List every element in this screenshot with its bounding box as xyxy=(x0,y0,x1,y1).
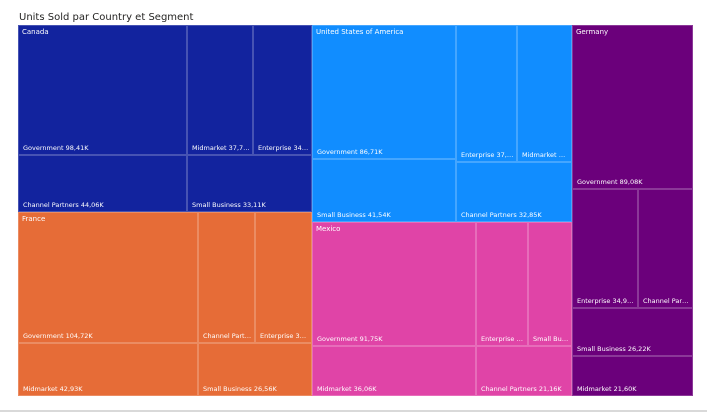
treemap-tile-canada-enterprise[interactable]: Enterprise 34,08K xyxy=(253,25,312,155)
treemap-tile-united-states-of-america-small-business[interactable]: Small Business 41,54K xyxy=(312,159,456,222)
treemap-tile-france-enterprise[interactable]: Enterprise 33,22K xyxy=(255,212,312,343)
treemap-tile-united-states-of-america-enterprise[interactable]: Enterprise 37,71K xyxy=(456,25,517,162)
treemap[interactable]: Government 98,41K Channel Partners 44,06K… xyxy=(18,25,693,396)
treemap-tile-canada-government[interactable]: Government 98,41K xyxy=(18,25,187,155)
tile-data-label: Small Business 26,56K xyxy=(203,385,277,393)
treemap-tile-france-government[interactable]: Government 104,72K xyxy=(18,212,198,343)
treemap-tile-canada-small-business[interactable]: Small Business 33,11K xyxy=(187,155,312,212)
tile-data-label: Enterprise 34,90K xyxy=(577,297,635,305)
country-label-mexico: Mexico xyxy=(316,225,341,233)
tile-data-label: Government 98,41K xyxy=(23,144,89,152)
tile-data-label: Midmarket 21,60K xyxy=(577,385,637,393)
treemap-tile-united-states-of-america-government[interactable]: Government 86,71K xyxy=(312,25,456,159)
treemap-tile-france-channel-partners[interactable]: Channel Partner... xyxy=(198,212,255,343)
country-label-france: France xyxy=(22,215,46,223)
tile-data-label: Enterprise 34,08K xyxy=(258,144,309,152)
tile-data-label: Government 89,08K xyxy=(577,178,643,186)
tile-data-label: Government 91,75K xyxy=(317,335,383,343)
treemap-tile-united-states-of-america-channel-partners[interactable]: Channel Partners 32,85K xyxy=(456,162,572,222)
tile-data-label: Channel Partner... xyxy=(203,332,252,340)
tile-data-label: Government 86,71K xyxy=(317,148,383,156)
tile-data-label: Small Business 33,11K xyxy=(192,201,266,209)
country-label-united-states-of-america: United States of America xyxy=(316,28,404,36)
tile-data-label: Midmarket 37,77K xyxy=(192,144,250,152)
treemap-tile-germany-enterprise[interactable]: Enterprise 34,90K xyxy=(572,189,638,308)
tile-data-label: Channel Partner... xyxy=(643,297,690,305)
treemap-tile-mexico-channel-partners[interactable]: Channel Partners 21,16K xyxy=(476,346,572,396)
treemap-tile-mexico-midmarket[interactable]: Midmarket 36,06K xyxy=(312,346,476,396)
tile-data-label: Enterprise 28,... xyxy=(481,335,525,343)
treemap-tile-germany-small-business[interactable]: Small Business 26,22K xyxy=(572,308,693,356)
tile-data-label: Midmarket 42,93K xyxy=(23,385,83,393)
tile-data-label: Channel Partners 32,85K xyxy=(461,211,542,219)
bottom-divider xyxy=(0,410,707,412)
tile-data-label: Small Business 41,54K xyxy=(317,211,391,219)
tile-data-label: Enterprise 37,71K xyxy=(461,151,514,159)
tile-data-label: Midmarket 36,06K xyxy=(317,385,377,393)
treemap-tile-mexico-small-business[interactable]: Small Busine... xyxy=(528,222,572,346)
treemap-tile-mexico-government[interactable]: Government 91,75K xyxy=(312,222,476,346)
treemap-tile-germany-channel-partners[interactable]: Channel Partner... xyxy=(638,189,693,308)
treemap-tile-canada-midmarket[interactable]: Midmarket 37,77K xyxy=(187,25,253,155)
country-label-germany: Germany xyxy=(576,28,609,36)
treemap-tile-france-small-business[interactable]: Small Business 26,56K xyxy=(198,343,312,396)
tile-data-label: Enterprise 33,22K xyxy=(260,332,309,340)
tile-data-label: Channel Partners 44,06K xyxy=(23,201,104,209)
treemap-tile-germany-midmarket[interactable]: Midmarket 21,60K xyxy=(572,356,693,396)
treemap-tile-mexico-enterprise[interactable]: Enterprise 28,... xyxy=(476,222,528,346)
treemap-tile-canada-channel-partners[interactable]: Channel Partners 44,06K xyxy=(18,155,187,212)
treemap-tile-france-midmarket[interactable]: Midmarket 42,93K xyxy=(18,343,198,396)
tile-data-label: Midmarket 33,8... xyxy=(522,151,569,159)
tile-data-label: Small Busine... xyxy=(533,335,569,343)
treemap-tile-germany-government[interactable]: Government 89,08K xyxy=(572,25,693,189)
country-label-canada: Canada xyxy=(22,28,49,36)
tile-data-label: Government 104,72K xyxy=(23,332,93,340)
tile-data-label: Small Business 26,22K xyxy=(577,345,651,353)
chart-title: Units Sold par Country et Segment xyxy=(19,12,194,23)
tile-data-label: Channel Partners 21,16K xyxy=(481,385,562,393)
treemap-tile-united-states-of-america-midmarket[interactable]: Midmarket 33,8... xyxy=(517,25,572,162)
